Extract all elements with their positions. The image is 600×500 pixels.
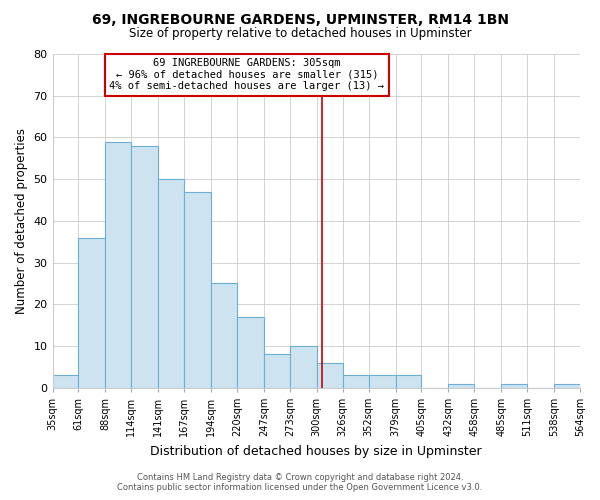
Bar: [554, 384, 580, 388]
Bar: [317, 362, 343, 388]
Bar: [395, 375, 421, 388]
Bar: [448, 384, 475, 388]
Text: Size of property relative to detached houses in Upminster: Size of property relative to detached ho…: [128, 28, 472, 40]
Bar: [53, 375, 79, 388]
X-axis label: Distribution of detached houses by size in Upminster: Distribution of detached houses by size …: [151, 444, 482, 458]
Bar: [158, 179, 184, 388]
Text: 69, INGREBOURNE GARDENS, UPMINSTER, RM14 1BN: 69, INGREBOURNE GARDENS, UPMINSTER, RM14…: [91, 12, 509, 26]
Text: 69 INGREBOURNE GARDENS: 305sqm
← 96% of detached houses are smaller (315)
4% of : 69 INGREBOURNE GARDENS: 305sqm ← 96% of …: [109, 58, 385, 92]
Bar: [237, 317, 264, 388]
Bar: [290, 346, 317, 388]
Bar: [131, 146, 158, 388]
Bar: [79, 238, 106, 388]
Bar: [106, 142, 131, 388]
Bar: [501, 384, 527, 388]
Bar: [184, 192, 211, 388]
Text: Contains HM Land Registry data © Crown copyright and database right 2024.
Contai: Contains HM Land Registry data © Crown c…: [118, 473, 482, 492]
Bar: [264, 354, 290, 388]
Bar: [343, 375, 368, 388]
Y-axis label: Number of detached properties: Number of detached properties: [15, 128, 28, 314]
Bar: [211, 284, 237, 388]
Bar: [368, 375, 395, 388]
